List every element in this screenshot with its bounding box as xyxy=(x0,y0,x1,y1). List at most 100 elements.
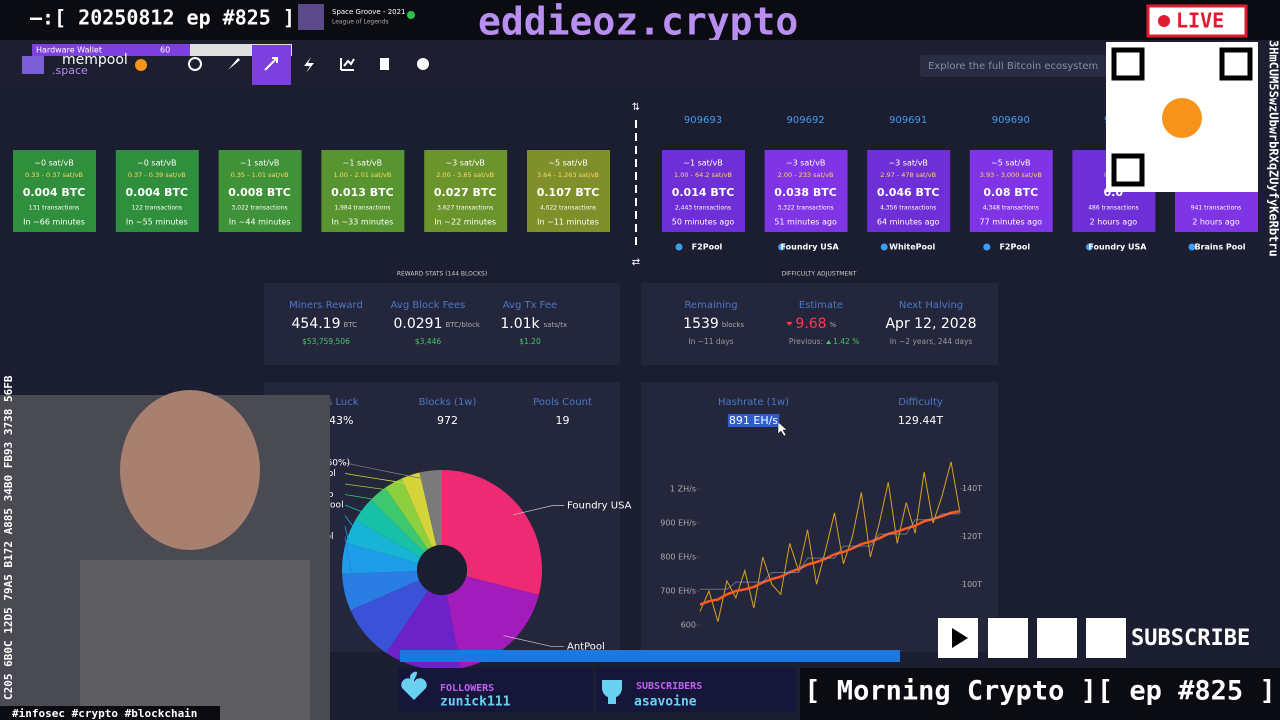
stat-value: 0.0291 xyxy=(394,316,443,332)
block-ago: 2 hours ago xyxy=(1090,218,1138,227)
stat-unit: BTC xyxy=(344,321,358,329)
block-btc: 0.013 BTC xyxy=(331,186,394,199)
y-tick-label: 600 xyxy=(681,621,696,630)
wallet: Hardware Wallet xyxy=(36,46,102,55)
cursor xyxy=(777,421,788,437)
block-tx: 4,356 transactions xyxy=(880,205,936,212)
pie-leader xyxy=(503,635,564,647)
difficulty-panel xyxy=(641,283,998,365)
swap-icon-2[interactable]: ⇄ xyxy=(632,257,640,268)
block-pool: Foundry USA xyxy=(781,243,840,252)
rss-icon[interactable] xyxy=(1037,618,1077,658)
y-tick-label: 1 ZH/s xyxy=(670,485,696,494)
qr-finder xyxy=(1219,47,1253,81)
twitter-icon[interactable] xyxy=(988,618,1028,658)
block-range: 0.35 - 1.01 sat/vB xyxy=(231,171,289,179)
pool-icon xyxy=(675,243,683,251)
nostr-icon[interactable] xyxy=(1086,618,1126,658)
alert-bar xyxy=(400,650,900,662)
series-line xyxy=(699,461,961,622)
block-ago: 64 minutes ago xyxy=(877,218,940,227)
pool-icon xyxy=(778,243,786,251)
block-btc: 0.027 BTC xyxy=(434,186,497,199)
pie-leader xyxy=(513,505,564,516)
block-height: 909691 xyxy=(889,115,927,126)
pie-slice xyxy=(419,470,442,546)
block-range: 0.37 - 0.39 sat/vB xyxy=(128,171,186,179)
stat-unit: BTC/block xyxy=(446,321,481,329)
stat-label: Blocks (1w) xyxy=(419,397,477,408)
series-line xyxy=(700,513,960,590)
block-ago: 50 minutes ago xyxy=(672,218,735,227)
block-eta: In ~44 minutes xyxy=(229,218,291,227)
block-eta: In ~55 minutes xyxy=(126,218,188,227)
pie-slice xyxy=(355,499,425,558)
nav-docs[interactable] xyxy=(380,58,389,70)
webcam-face xyxy=(120,390,260,550)
pie-slice xyxy=(370,487,428,553)
nav-about[interactable] xyxy=(417,58,429,70)
stat-label: Hashrate (1w) xyxy=(718,397,789,408)
qr-finder xyxy=(1111,47,1145,81)
block-eta: In ~11 minutes xyxy=(537,218,599,227)
stat-label: Remaining xyxy=(684,300,737,311)
pie-label: AntPool xyxy=(567,642,605,653)
live-dot xyxy=(1158,15,1170,27)
swap-icon[interactable]: ⇅ xyxy=(632,102,640,113)
stat-label: Pools Count xyxy=(533,397,592,408)
subscriber: asavoine xyxy=(634,695,697,710)
stat-unit: % xyxy=(830,321,837,329)
stat-label: Avg Tx Fee xyxy=(503,300,557,311)
logo[interactable]: mempool xyxy=(62,52,128,68)
game: Space Groove - 2021 xyxy=(332,8,406,16)
block-pool: Foundry USA xyxy=(1088,243,1147,252)
nav-accelerator[interactable] xyxy=(228,58,240,70)
block-height: 909693 xyxy=(684,115,722,126)
subscribe[interactable]: SUBSCRIBE xyxy=(1131,626,1250,651)
pie-slice xyxy=(342,542,418,574)
stat-label: Avg Block Fees xyxy=(391,300,466,311)
block-tx: 3,022 transactions xyxy=(232,205,288,212)
stat-value: 972 xyxy=(437,414,458,427)
game-icon xyxy=(298,4,324,30)
block-eta: In ~66 minutes xyxy=(23,218,85,227)
block-fee: ~1 sat/vB xyxy=(343,159,382,168)
tags-bar xyxy=(0,706,220,720)
stat-value: 1539 xyxy=(683,316,719,332)
stat-sub: Previous: xyxy=(789,337,823,346)
pool-icon xyxy=(880,243,888,251)
block-ago: 2 hours ago xyxy=(1192,218,1240,227)
nav-graphs[interactable] xyxy=(340,58,355,71)
nav-active[interactable] xyxy=(252,45,291,85)
block-tx: 4,348 transactions xyxy=(983,205,1039,212)
pending-block xyxy=(527,150,610,232)
block-range: 2.97 - 478 sat/vB xyxy=(880,171,936,179)
block-height: 909692 xyxy=(787,115,825,126)
y-tick-label: 700 EH/s xyxy=(660,587,696,596)
nav-dashboard[interactable] xyxy=(188,57,202,71)
episode: [ Morning Crypto ][ ep #825 ] xyxy=(804,676,1275,707)
stat-label: Pools Luck xyxy=(306,397,358,408)
reward-heading: REWARD STATS (144 BLOCKS) xyxy=(397,271,487,278)
block-ago: 77 minutes ago xyxy=(980,218,1043,227)
y2-tick-label: 140T xyxy=(962,484,982,493)
wallet-value: 60 xyxy=(160,46,170,55)
block-fee: ~3 sat/vB xyxy=(786,159,825,168)
network-select[interactable] xyxy=(135,59,147,71)
block-fee: ~3 sat/vB xyxy=(445,159,484,168)
followers-panel xyxy=(398,668,593,712)
stat-sub: In ~11 days xyxy=(688,337,733,346)
block-range: 3.93 - 3,000 sat/vB xyxy=(980,171,1042,179)
logo-sub[interactable]: .space xyxy=(52,64,88,77)
pending-block xyxy=(115,150,199,232)
stat-sub: $3,446 xyxy=(415,337,441,346)
pie-slice xyxy=(446,576,539,669)
up-arrow xyxy=(826,340,832,344)
stat-sub: $1.20 xyxy=(519,337,541,346)
follower: zunick111 xyxy=(440,695,511,710)
search-box[interactable] xyxy=(920,55,1120,77)
stat-value: Apr 12, 2028 xyxy=(885,316,976,332)
nav-lightning[interactable] xyxy=(304,57,314,73)
pie-slice xyxy=(350,580,429,654)
